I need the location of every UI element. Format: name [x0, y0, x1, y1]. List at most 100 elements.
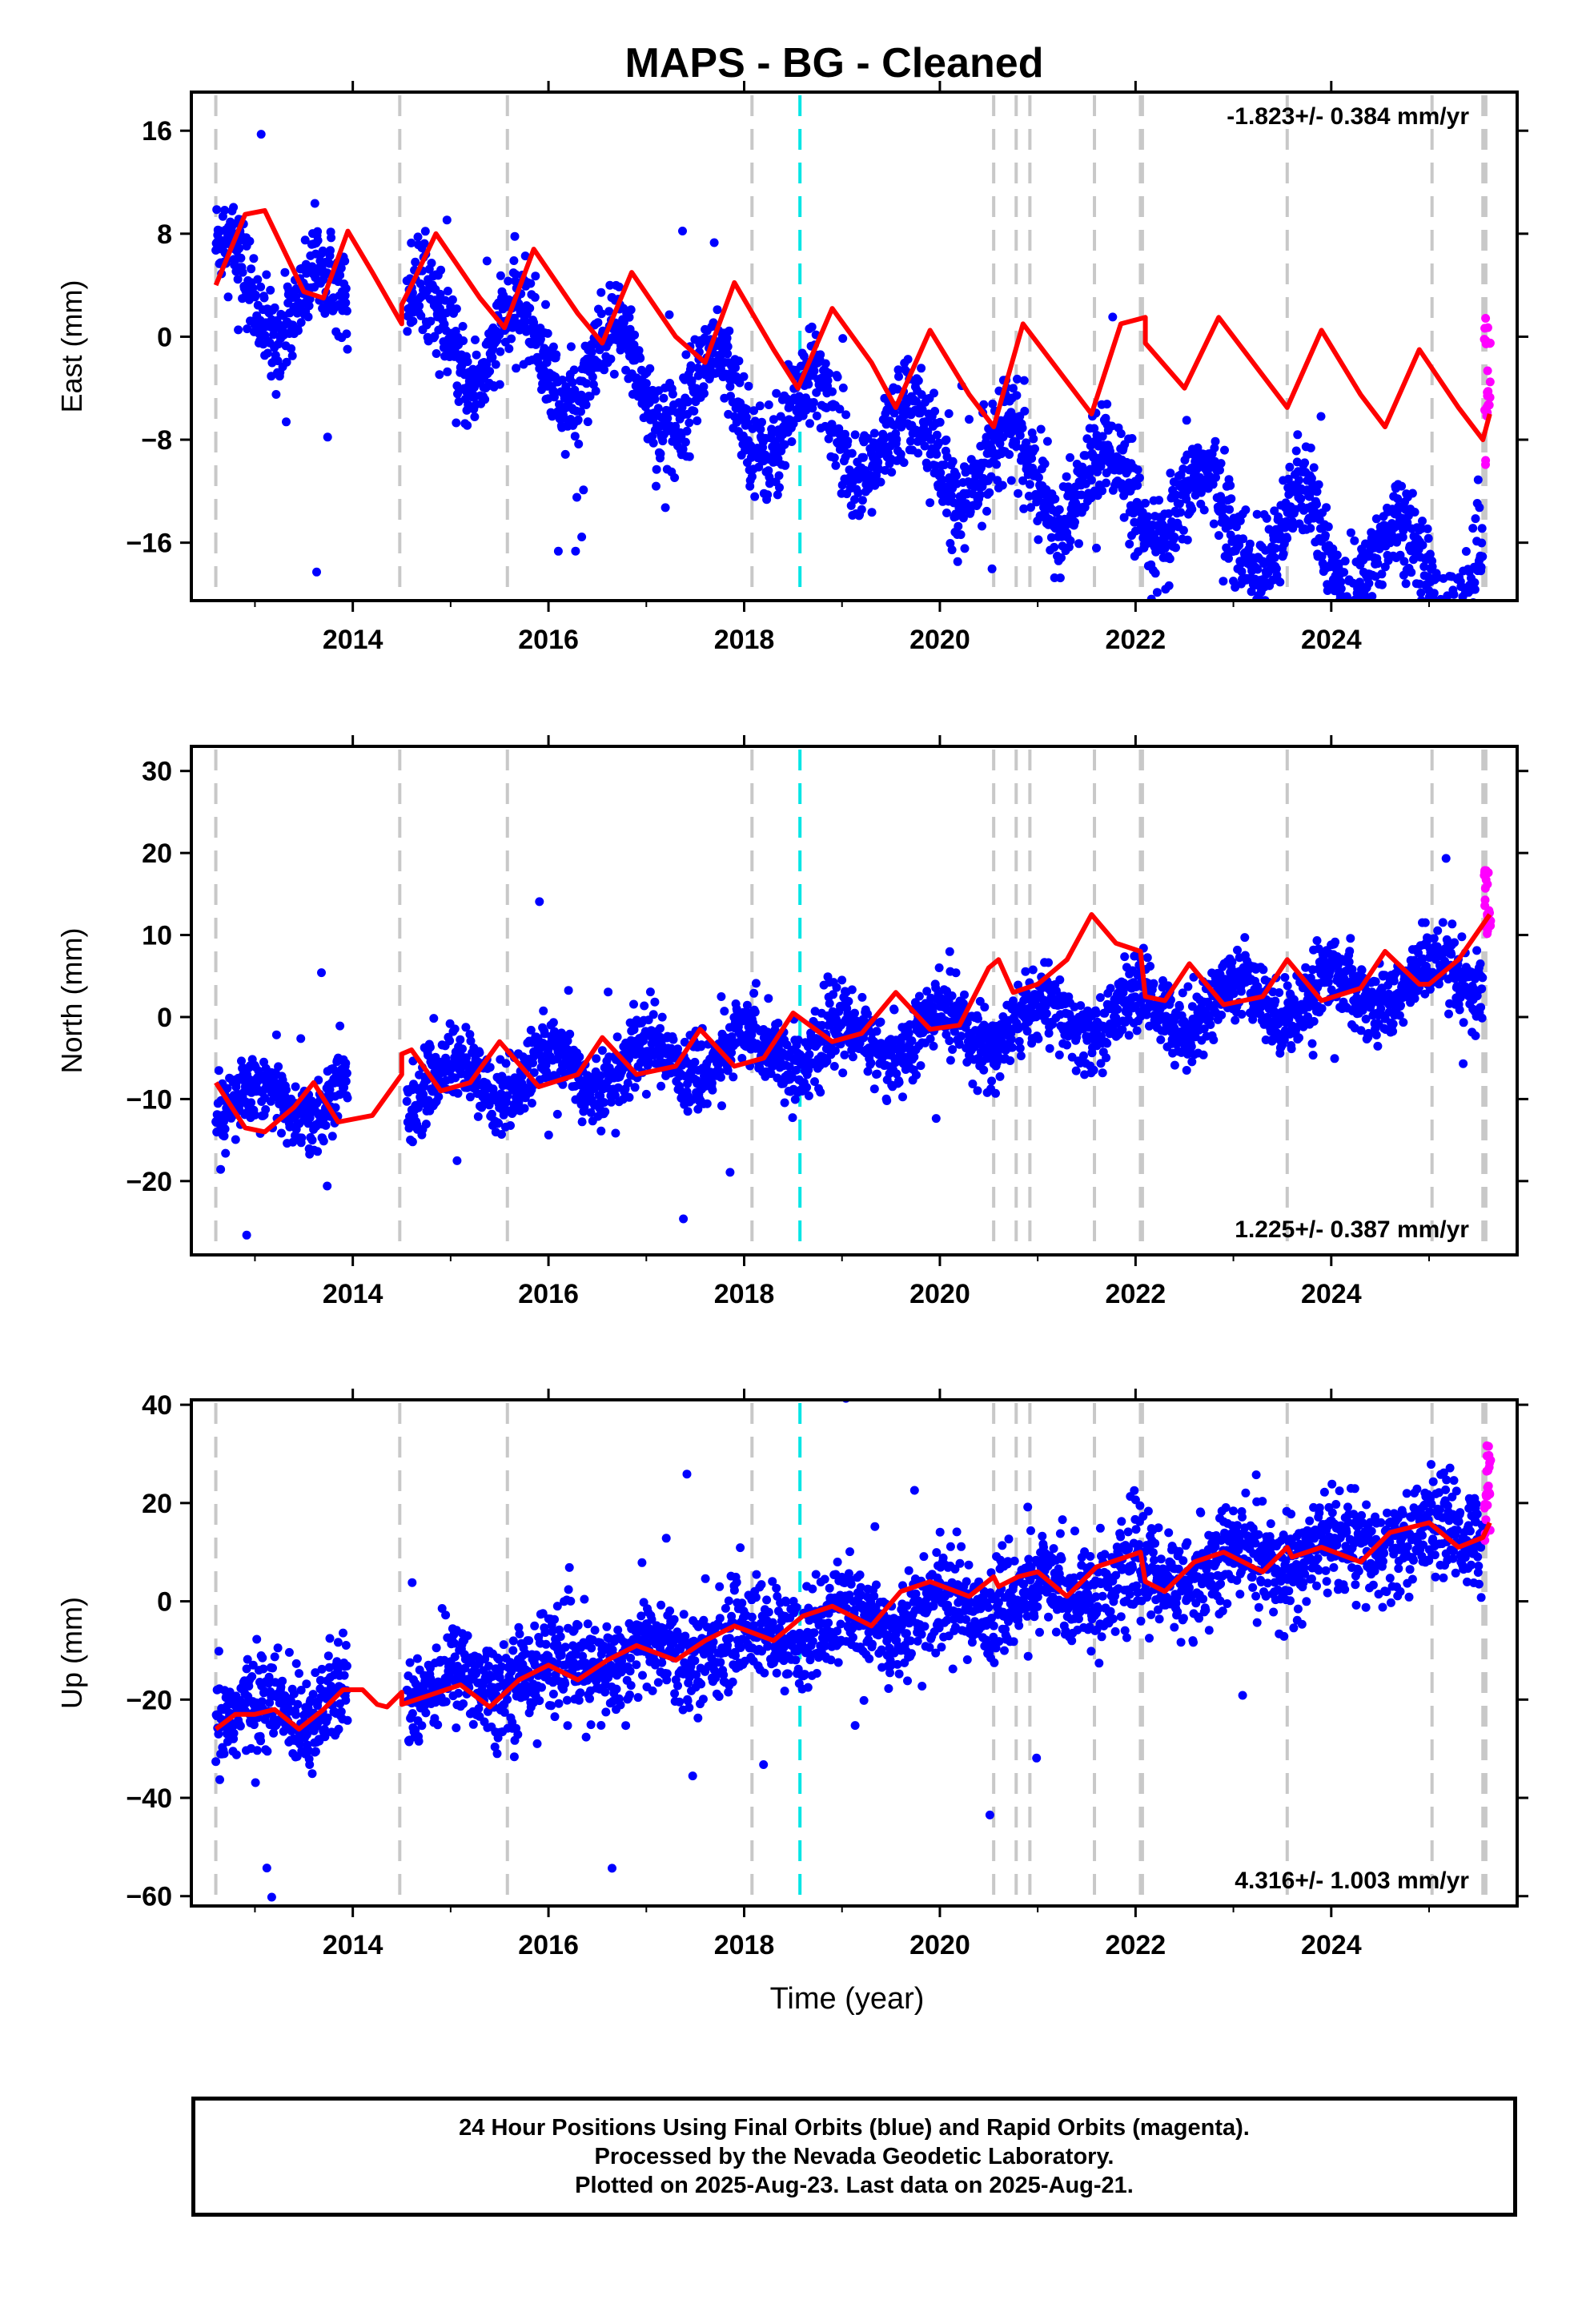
final-orbit-point	[552, 1109, 562, 1119]
final-orbit-point	[641, 1089, 651, 1099]
final-orbit-point	[1295, 476, 1303, 485]
final-orbit-point	[898, 1092, 907, 1102]
final-orbit-point	[1401, 579, 1411, 589]
final-orbit-point	[624, 312, 634, 322]
final-orbit-point	[1070, 517, 1079, 527]
final-orbit-point	[769, 415, 778, 424]
final-orbit-point	[850, 1008, 859, 1018]
final-orbit-point	[1351, 601, 1360, 610]
final-orbit-point	[805, 419, 814, 428]
final-orbit-point	[1236, 559, 1246, 569]
final-orbit-point	[787, 437, 797, 446]
final-orbit-point	[1418, 517, 1427, 526]
chart-title: MAPS - BG - Cleaned	[625, 40, 1044, 86]
final-orbit-point	[1450, 617, 1459, 625]
final-orbit-point	[419, 1090, 428, 1099]
data-points	[211, 130, 1495, 666]
final-orbit-point	[1089, 1065, 1098, 1075]
final-orbit-point	[415, 301, 424, 311]
y-tick-label: −16	[126, 529, 172, 559]
final-orbit-point	[530, 292, 540, 302]
final-orbit-point	[1470, 585, 1480, 594]
final-orbit-point	[722, 333, 732, 343]
final-orbit-point	[1006, 1056, 1015, 1065]
final-orbit-point	[1226, 480, 1235, 490]
final-orbit-point	[828, 1007, 837, 1016]
final-orbit-point	[1106, 983, 1115, 993]
final-orbit-point	[1449, 589, 1459, 599]
final-orbit-point	[1306, 443, 1315, 452]
final-orbit-point	[863, 1067, 873, 1076]
final-orbit-point	[636, 353, 645, 363]
final-orbit-point	[1314, 480, 1323, 489]
panel-2: 2014 2016 2018 2020 2022 20243020100−10−20Nor…	[55, 735, 1528, 1309]
final-orbit-point	[899, 458, 909, 468]
final-orbit-point	[816, 1088, 825, 1097]
final-orbit-point	[1012, 391, 1022, 400]
final-orbit-point	[1102, 400, 1112, 409]
final-orbit-point	[656, 449, 665, 458]
final-orbit-point	[1350, 536, 1359, 545]
rapid-orbit-point	[1481, 314, 1491, 323]
final-orbit-point	[480, 395, 490, 404]
final-orbit-point	[593, 318, 603, 328]
final-orbit-point	[847, 985, 857, 995]
final-orbit-point	[1443, 625, 1452, 633]
final-orbit-point	[1336, 577, 1346, 587]
final-orbit-point	[291, 1082, 300, 1092]
final-orbit-point	[687, 376, 697, 385]
final-orbit-point	[1470, 578, 1480, 587]
final-orbit-point	[876, 1017, 885, 1027]
final-orbit-point	[648, 1010, 658, 1019]
final-orbit-point	[626, 305, 636, 315]
final-orbit-point	[1014, 489, 1023, 498]
final-orbit-point	[1214, 531, 1223, 541]
final-orbit-point	[934, 963, 944, 972]
final-orbit-point	[985, 488, 994, 497]
final-orbit-point	[944, 409, 954, 418]
final-orbit-point	[1210, 443, 1219, 452]
final-orbit-point	[582, 379, 592, 388]
final-orbit-point	[788, 1113, 797, 1123]
final-orbit-point	[1434, 643, 1443, 652]
final-orbit-point	[766, 1069, 776, 1079]
y-tick-label: 8	[157, 219, 172, 250]
final-orbit-point	[668, 389, 677, 399]
final-orbit-point	[1475, 503, 1484, 513]
final-orbit-point	[892, 435, 901, 444]
final-orbit-point	[1340, 606, 1349, 615]
final-orbit-point	[1026, 503, 1035, 513]
final-orbit-point	[1460, 657, 1468, 666]
final-orbit-point	[1346, 528, 1355, 537]
final-orbit-point	[1419, 562, 1429, 571]
final-orbit-point	[271, 390, 281, 399]
final-orbit-point	[763, 1027, 773, 1037]
final-orbit-point	[1473, 475, 1483, 485]
final-orbit-point	[968, 1080, 978, 1088]
final-orbit-point	[319, 1136, 328, 1146]
final-orbit-point	[829, 453, 839, 463]
final-orbit-point	[557, 376, 567, 384]
final-orbit-point	[1120, 952, 1130, 962]
final-orbit-point	[1464, 611, 1473, 620]
final-orbit-point	[304, 301, 314, 311]
final-orbit-point	[251, 1110, 259, 1120]
final-orbit-point	[1323, 522, 1333, 532]
final-orbit-point	[494, 1119, 504, 1128]
final-orbit-point	[723, 349, 733, 359]
final-orbit-point	[867, 508, 877, 517]
final-orbit-point	[1182, 416, 1191, 425]
final-orbit-point	[520, 318, 530, 328]
final-orbit-point	[271, 1030, 281, 1039]
final-orbit-point	[1186, 1042, 1196, 1051]
final-orbit-point	[1440, 643, 1449, 652]
final-orbit-point	[850, 430, 860, 440]
final-orbit-point	[725, 1168, 735, 1177]
final-orbit-point	[1271, 564, 1281, 573]
final-orbit-point	[259, 293, 269, 303]
final-orbit-point	[723, 1066, 733, 1076]
final-orbit-point	[1365, 601, 1374, 610]
final-orbit-point	[436, 265, 446, 275]
final-orbit-point	[1215, 465, 1224, 475]
final-orbit-point	[1170, 1060, 1179, 1070]
